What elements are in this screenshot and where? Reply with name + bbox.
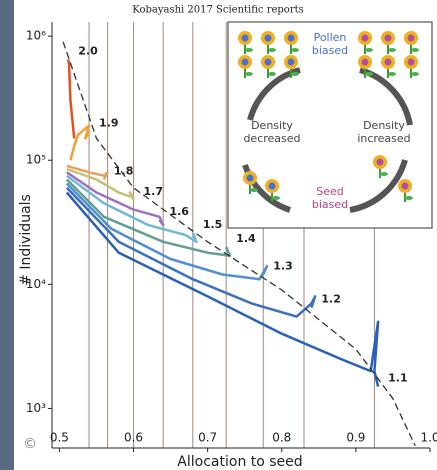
x-tick-label: 0.5 [50,431,69,445]
y-tick-label: 10⁵ [26,153,46,167]
x-tick-label: 0.8 [272,431,291,445]
series-label: 1.5 [203,218,223,231]
series-label: 2.0 [78,44,98,57]
flower-center [362,35,369,42]
flower-center [247,175,254,182]
flower-leaf [411,72,419,76]
flower-leaf [245,72,253,76]
flower-center [242,35,249,42]
inset-label: Density [363,119,405,132]
flower-leaf [245,48,253,52]
inset-label: Pollen [314,31,347,44]
y-tick-label: 10³ [26,401,46,415]
series-label: 1.7 [144,185,164,198]
flower-leaf [411,48,419,52]
chart-title: Kobayashi 2017 Scientific reports [132,5,304,16]
flower-leaf [250,188,258,192]
flower-center [385,35,392,42]
flower-center [385,59,392,66]
copyright: © [23,436,37,452]
flower-leaf [268,72,276,76]
chart: Kobayashi 2017 Scientific reports Alloca… [0,0,437,470]
flower-center [288,35,295,42]
flower-leaf [380,172,388,176]
flower-leaf [365,72,373,76]
series-label: 1.3 [273,260,293,273]
y-tick-label: 10⁴ [26,277,46,291]
flower-leaf [388,48,396,52]
x-axis-label: Allocation to seed [177,454,302,470]
inset-label: increased [357,132,410,145]
series-label: 1.9 [99,117,119,130]
flower-leaf [268,48,276,52]
flower-center [408,35,415,42]
flower-center [377,159,384,166]
y-tick-label: 10⁶ [26,29,46,43]
series-label: 1.2 [321,293,341,306]
flower-center [265,59,272,66]
x-tick-label: 1.0 [420,431,437,445]
flower-leaf [388,72,396,76]
x-tick-label: 0.9 [346,431,365,445]
flower-center [288,59,295,66]
x-tick-label: 0.6 [124,431,143,445]
inset-label: biased [312,44,348,57]
inset-label: biased [312,198,348,211]
series-label: 1.1 [388,372,408,385]
x-tick-label: 0.7 [198,431,217,445]
inset-label: decreased [243,132,300,145]
flower-center [362,59,369,66]
flower-leaf [291,72,299,76]
flower-leaf [405,196,413,200]
flower-leaf [272,196,280,200]
flower-center [269,183,276,190]
inset-label: Seed [316,185,344,198]
flower-center [242,59,249,66]
photo-strip [0,0,14,470]
flower-leaf [365,48,373,52]
series-label: 1.4 [236,232,256,245]
flower-center [265,35,272,42]
y-axis-label: # Individuals [18,194,34,286]
flower-center [408,59,415,66]
flower-center [402,183,409,190]
inset-label: Density [251,119,293,132]
flower-leaf [291,48,299,52]
